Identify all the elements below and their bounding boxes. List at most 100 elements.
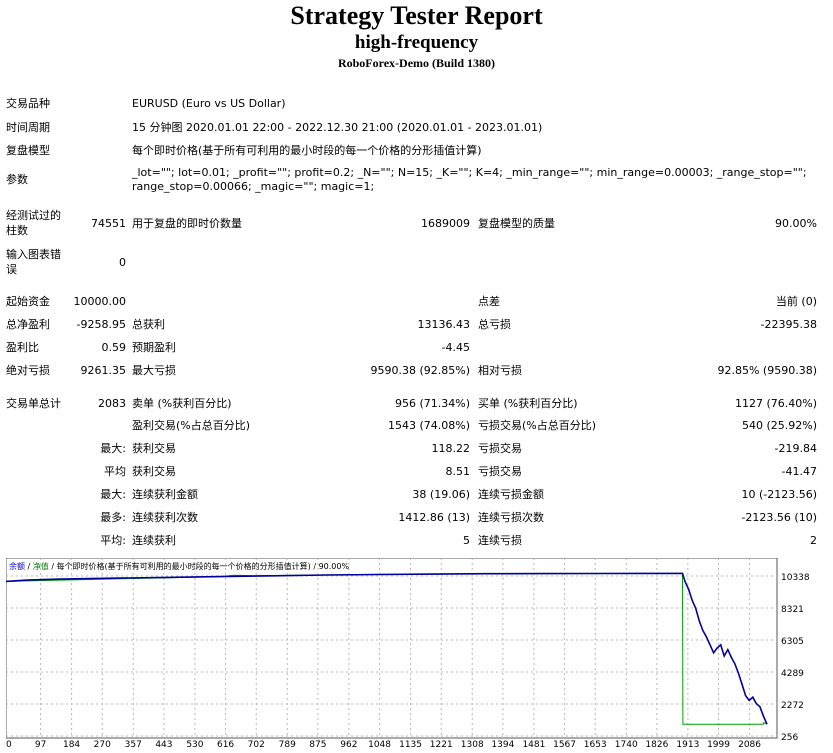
average-profit-value: 8.51: [445, 465, 471, 478]
params-line-1: _lot=""; lot=0.01; _profit=""; profit=0.…: [132, 166, 807, 179]
loss-trades-value: 540 (25.92%): [741, 419, 817, 432]
total-trades-value: 2083: [98, 397, 126, 410]
net-profit-value: -9258.95: [76, 318, 126, 331]
errors-value: 0: [119, 256, 126, 269]
chart-legend: 余额 / 净值 / 每个即时价格(基于所有可利用的最小时段的每一个价格的分形插值…: [9, 561, 349, 571]
balance-chart: 10338 8321 6305 4289 2272 256 0 97 184 270 357 443…: [6, 558, 810, 750]
largest-loss-label: 亏损交易: [478, 442, 522, 455]
x-tick-label: 616: [217, 740, 234, 750]
largest-profit-value: 118.22: [431, 442, 471, 455]
consecutive-wins-count-label: 连续获利次数: [132, 511, 198, 524]
gross-loss-label: 总亏损: [478, 318, 511, 331]
period-value: 15 分钟图 2020.01.01 22:00 - 2022.12.30 21:…: [132, 121, 543, 134]
average-profit-label: 获利交易: [132, 465, 176, 478]
x-tick-label: 1135: [399, 740, 422, 750]
x-tick-label: 875: [309, 740, 326, 750]
long-positions-value: 1127 (76.40%): [734, 397, 817, 410]
ticks-label: 用于复盘的即时价数量: [132, 217, 242, 230]
largest-prefix: 最大:: [100, 442, 126, 455]
largest-loss-value: -219.84: [774, 442, 817, 455]
chart-plot-area: [6, 558, 778, 739]
spread-label: 点差: [478, 295, 500, 308]
errors-label-2: 误: [6, 263, 17, 276]
profit-factor-label: 盈利比: [6, 341, 39, 354]
x-tick-label: 1481: [522, 740, 545, 750]
quality-label: 复盘模型的质量: [478, 217, 555, 230]
balance-line: [6, 572, 768, 725]
total-trades-label: 交易单总计: [6, 397, 61, 410]
report-build: RoboForex-Demo (Build 1380): [337, 56, 496, 70]
most-prefix: 最多:: [100, 511, 126, 524]
x-tick-label: 962: [340, 740, 357, 750]
average-loss-label: 亏损交易: [478, 465, 522, 478]
chart-grid: [6, 558, 777, 738]
legend-separator-1: /: [25, 562, 33, 571]
absolute-drawdown-value: 9261.35: [80, 364, 127, 377]
ticks-value: 1689009: [421, 217, 470, 230]
x-tick-label: 530: [186, 740, 203, 750]
x-tick-label: 702: [248, 740, 265, 750]
chart-series: [6, 572, 768, 725]
gross-profit-value: 13136.43: [417, 318, 471, 331]
expected-payoff-label: 预期盈利: [132, 341, 176, 354]
legend-model-info: / 每个即时价格(基于所有可利用的最小时段的每一个价格的分形插值计算) / 90…: [49, 561, 350, 571]
long-positions-label: 买单 (%获利百分比): [478, 397, 578, 410]
deposit-value: 10000.00: [73, 295, 127, 308]
expected-payoff-value: -4.45: [441, 341, 470, 354]
consecutive-losses-amount-label: 连续亏损金额: [478, 488, 544, 501]
quality-value: 90.00%: [775, 217, 817, 230]
consecutive-wins-amount-value: 38 (19.06): [412, 488, 470, 501]
avg-consecutive-losses-label: 连续亏损: [478, 534, 522, 547]
x-tick-label: 357: [125, 740, 142, 750]
profit-trades-value: 1543 (74.08%): [387, 419, 470, 432]
deposit-label: 起始资金: [6, 295, 50, 308]
y-tick-label: 6305: [781, 637, 804, 647]
bars-value: 74551: [91, 217, 126, 230]
max-consecutive-prefix: 最大:: [100, 488, 126, 501]
symbol-label: 交易品种: [6, 97, 50, 110]
x-tick-label: 1308: [461, 740, 484, 750]
bars-label-2: 柱数: [6, 224, 28, 237]
x-tick-label: 1567: [553, 740, 576, 750]
y-tick-label: 10338: [781, 573, 810, 583]
avg-consecutive-losses-value: 2: [810, 534, 817, 547]
y-tick-label: 4289: [781, 669, 804, 679]
max-drawdown-label: 最大亏损: [132, 364, 176, 377]
x-tick-label: 1826: [645, 740, 668, 750]
consecutive-losses-amount-value: 10 (-2123.56): [741, 488, 817, 501]
x-tick-label: 1394: [491, 740, 514, 750]
x-tick-label: 443: [155, 740, 172, 750]
x-tick-label: 1999: [707, 740, 730, 750]
params-label: 参数: [6, 173, 28, 186]
consecutive-losses-count-label: 连续亏损次数: [478, 511, 544, 524]
report-subtitle: high-frequency: [354, 32, 479, 53]
profit-factor-value: 0.59: [101, 341, 127, 354]
net-profit-label: 总净盈利: [6, 318, 50, 331]
relative-drawdown-label: 相对亏损: [478, 364, 522, 377]
legend-balance: 余额: [9, 561, 25, 571]
absolute-drawdown-label: 绝对亏损: [6, 364, 50, 377]
params-line-2: range_stop=0.00066; _magic=""; magic=1;: [132, 180, 375, 193]
errors-label-1: 输入图表错: [6, 248, 61, 261]
period-label: 时间周期: [6, 121, 50, 134]
bars-label-1: 经测试过的: [6, 209, 61, 222]
consecutive-wins-count-value: 1412.86 (13): [398, 511, 470, 524]
average-consecutive-prefix: 平均:: [100, 534, 126, 547]
x-tick-label: 1221: [430, 740, 453, 750]
avg-consecutive-wins-value: 5: [463, 534, 470, 547]
legend-equity: 净值: [33, 561, 49, 571]
report-title: Strategy Tester Report: [290, 1, 543, 30]
y-tick-label: 2272: [781, 701, 804, 711]
largest-profit-label: 获利交易: [132, 442, 176, 455]
loss-trades-label: 亏损交易(%占总百分比): [478, 419, 597, 432]
x-tick-label: 789: [279, 740, 296, 750]
y-tick-label: 256: [781, 733, 798, 743]
gross-profit-label: 总获利: [132, 318, 165, 331]
x-tick-label: 0: [6, 740, 12, 750]
x-tick-label: 1653: [584, 740, 607, 750]
model-value: 每个即时价格(基于所有可利用的最小时段的每一个价格的分形插值计算): [132, 144, 482, 157]
x-tick-label: 1048: [368, 740, 391, 750]
average-loss-value: -41.47: [781, 465, 817, 478]
gross-loss-value: -22395.38: [760, 318, 817, 331]
model-label: 复盘模型: [6, 144, 50, 157]
